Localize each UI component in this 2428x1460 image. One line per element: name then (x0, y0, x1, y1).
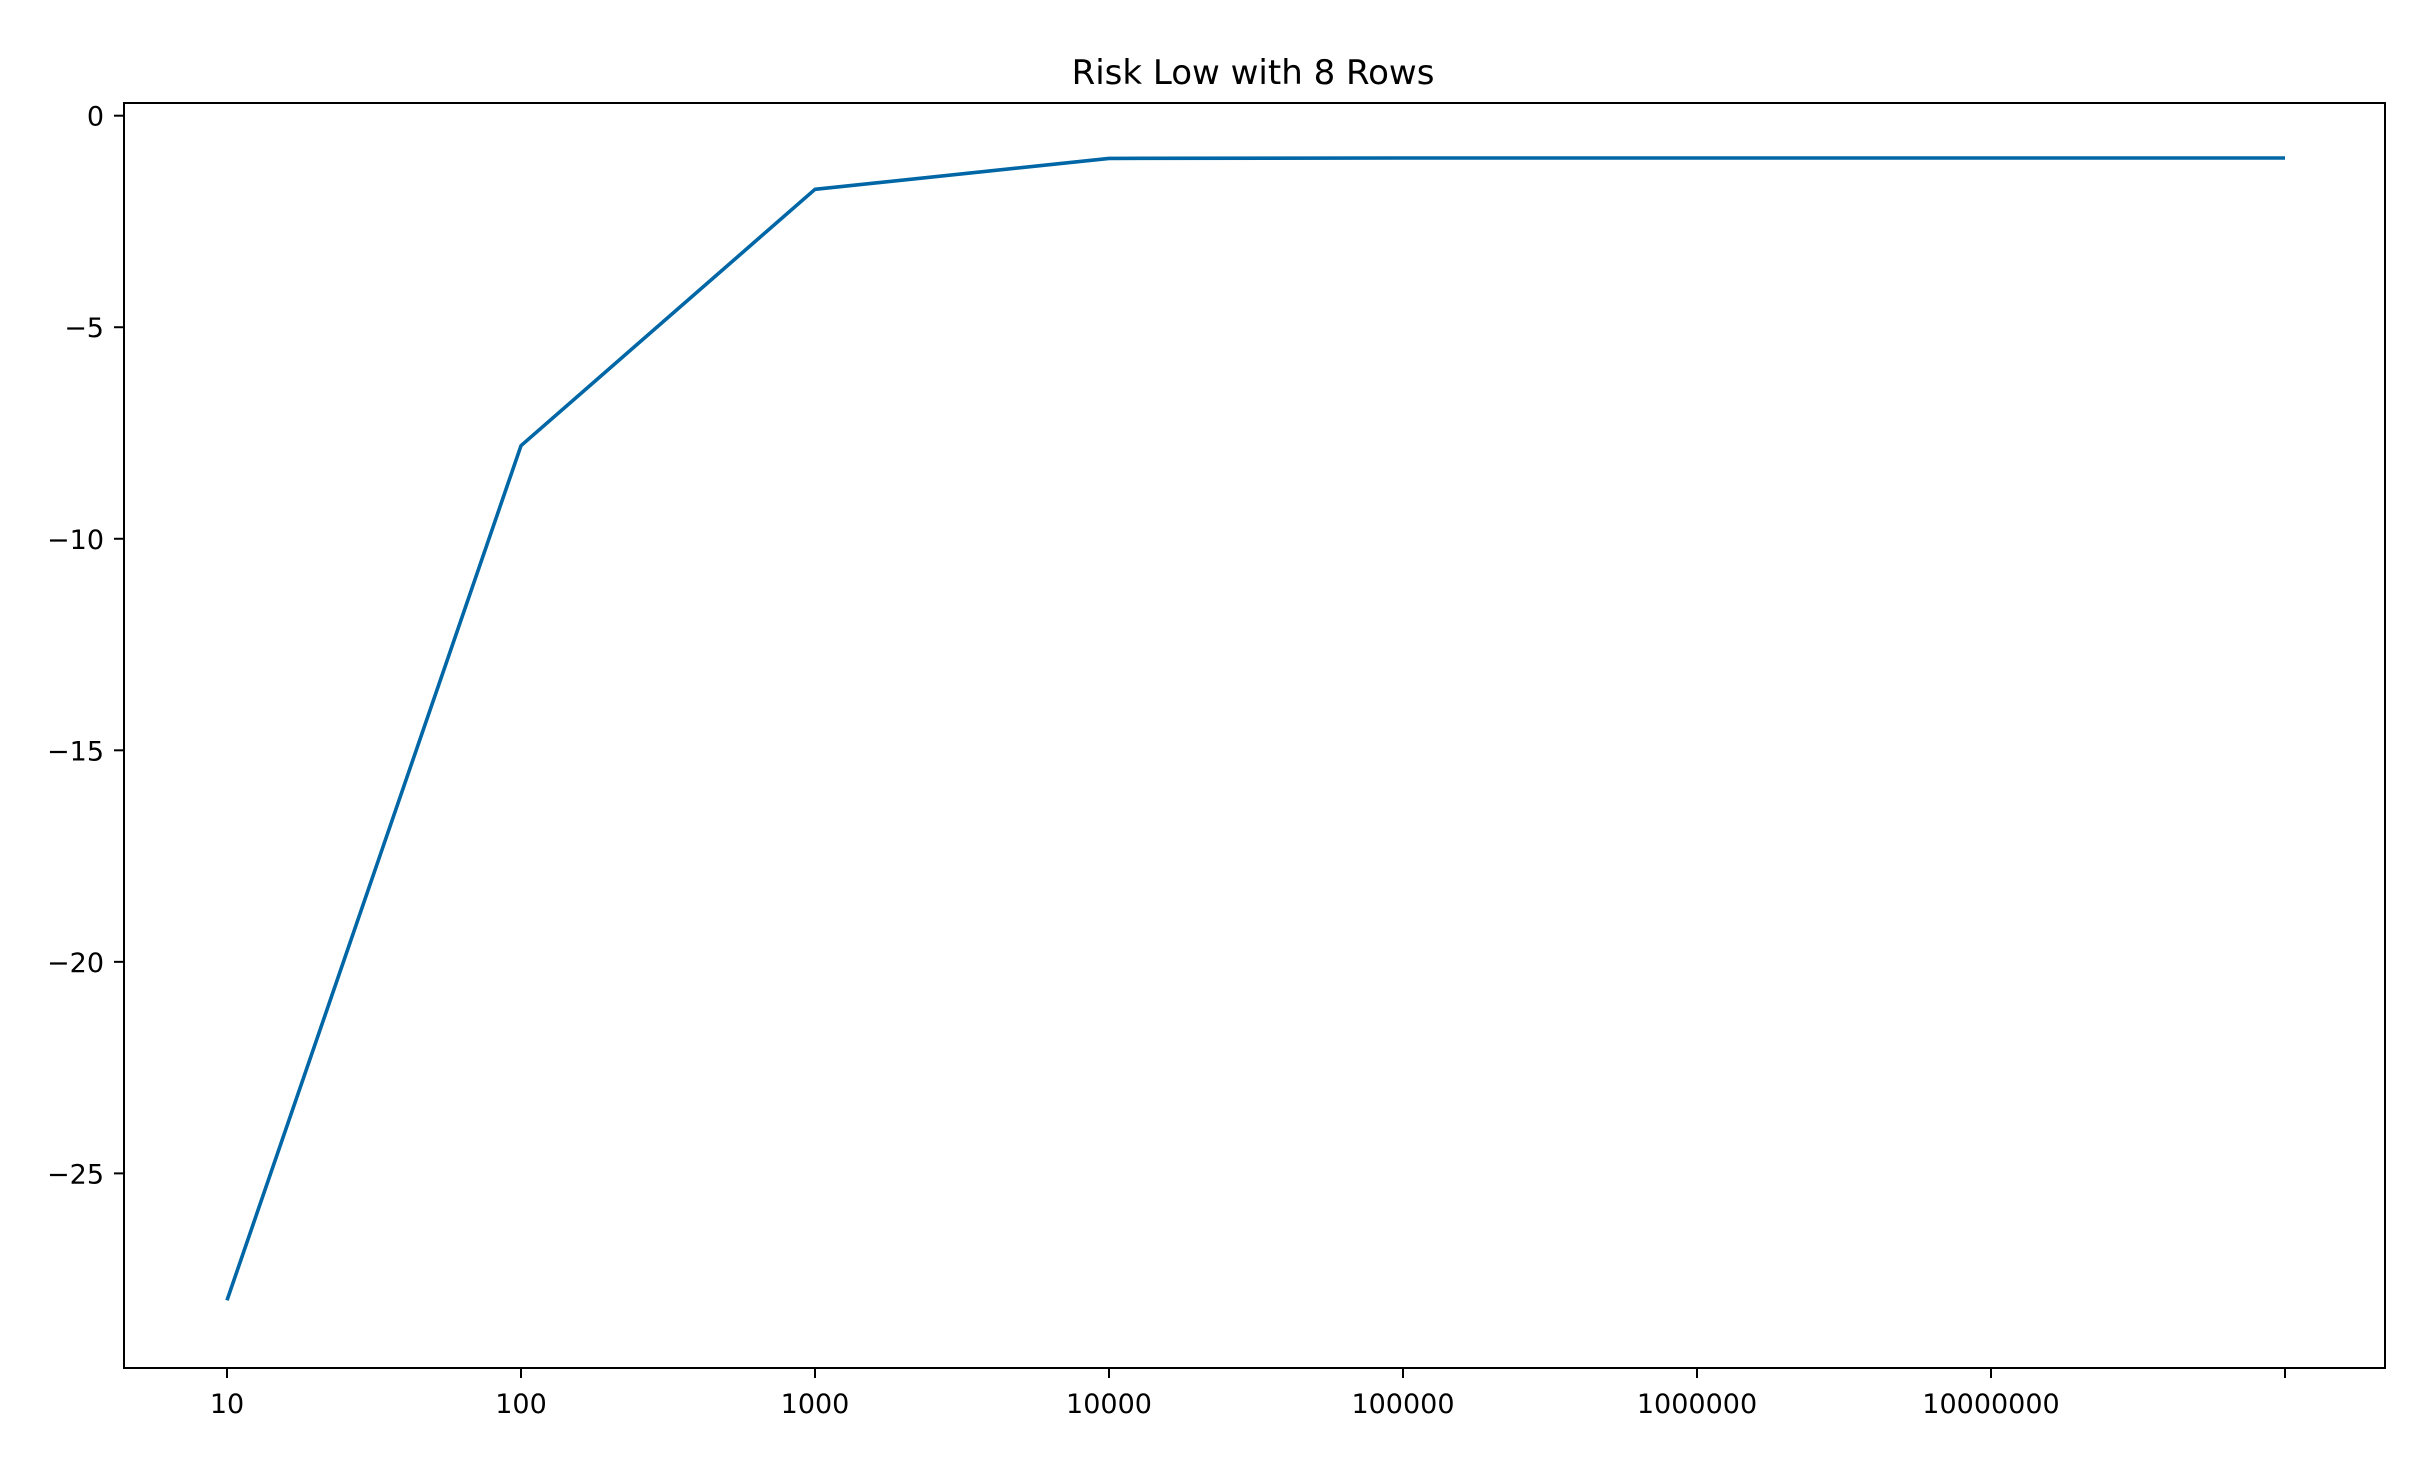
x-tick-label: 100 (495, 1389, 547, 1420)
x-tick-label: 10 (210, 1389, 244, 1420)
y-axis: 0 −5 −10 −15 −20 −25 (47, 102, 124, 1190)
series-line (225, 156, 2285, 1301)
y-tick-label: −5 (64, 313, 104, 344)
x-tick-label: 10000000 (1922, 1389, 2059, 1420)
x-tick-label: 1000000 (1637, 1389, 1757, 1420)
plot-area-frame (123, 102, 2386, 1369)
plot-series (225, 156, 2285, 1301)
x-tick-label: 1000 (781, 1389, 850, 1420)
y-tick-label: −15 (47, 736, 104, 767)
x-tick-label: 10000 (1066, 1389, 1152, 1420)
y-tick-label: 0 (87, 102, 104, 133)
x-axis: 10 100 1000 10000 100000 1000000 10000000 (210, 1368, 2286, 1420)
x-tick-label: 100000 (1351, 1389, 1454, 1420)
y-tick-label: −10 (47, 525, 104, 556)
y-tick-label: −20 (47, 948, 104, 979)
y-tick-label: −25 (47, 1159, 104, 1190)
chart-title: Risk Low with 8 Rows (1072, 53, 1435, 93)
